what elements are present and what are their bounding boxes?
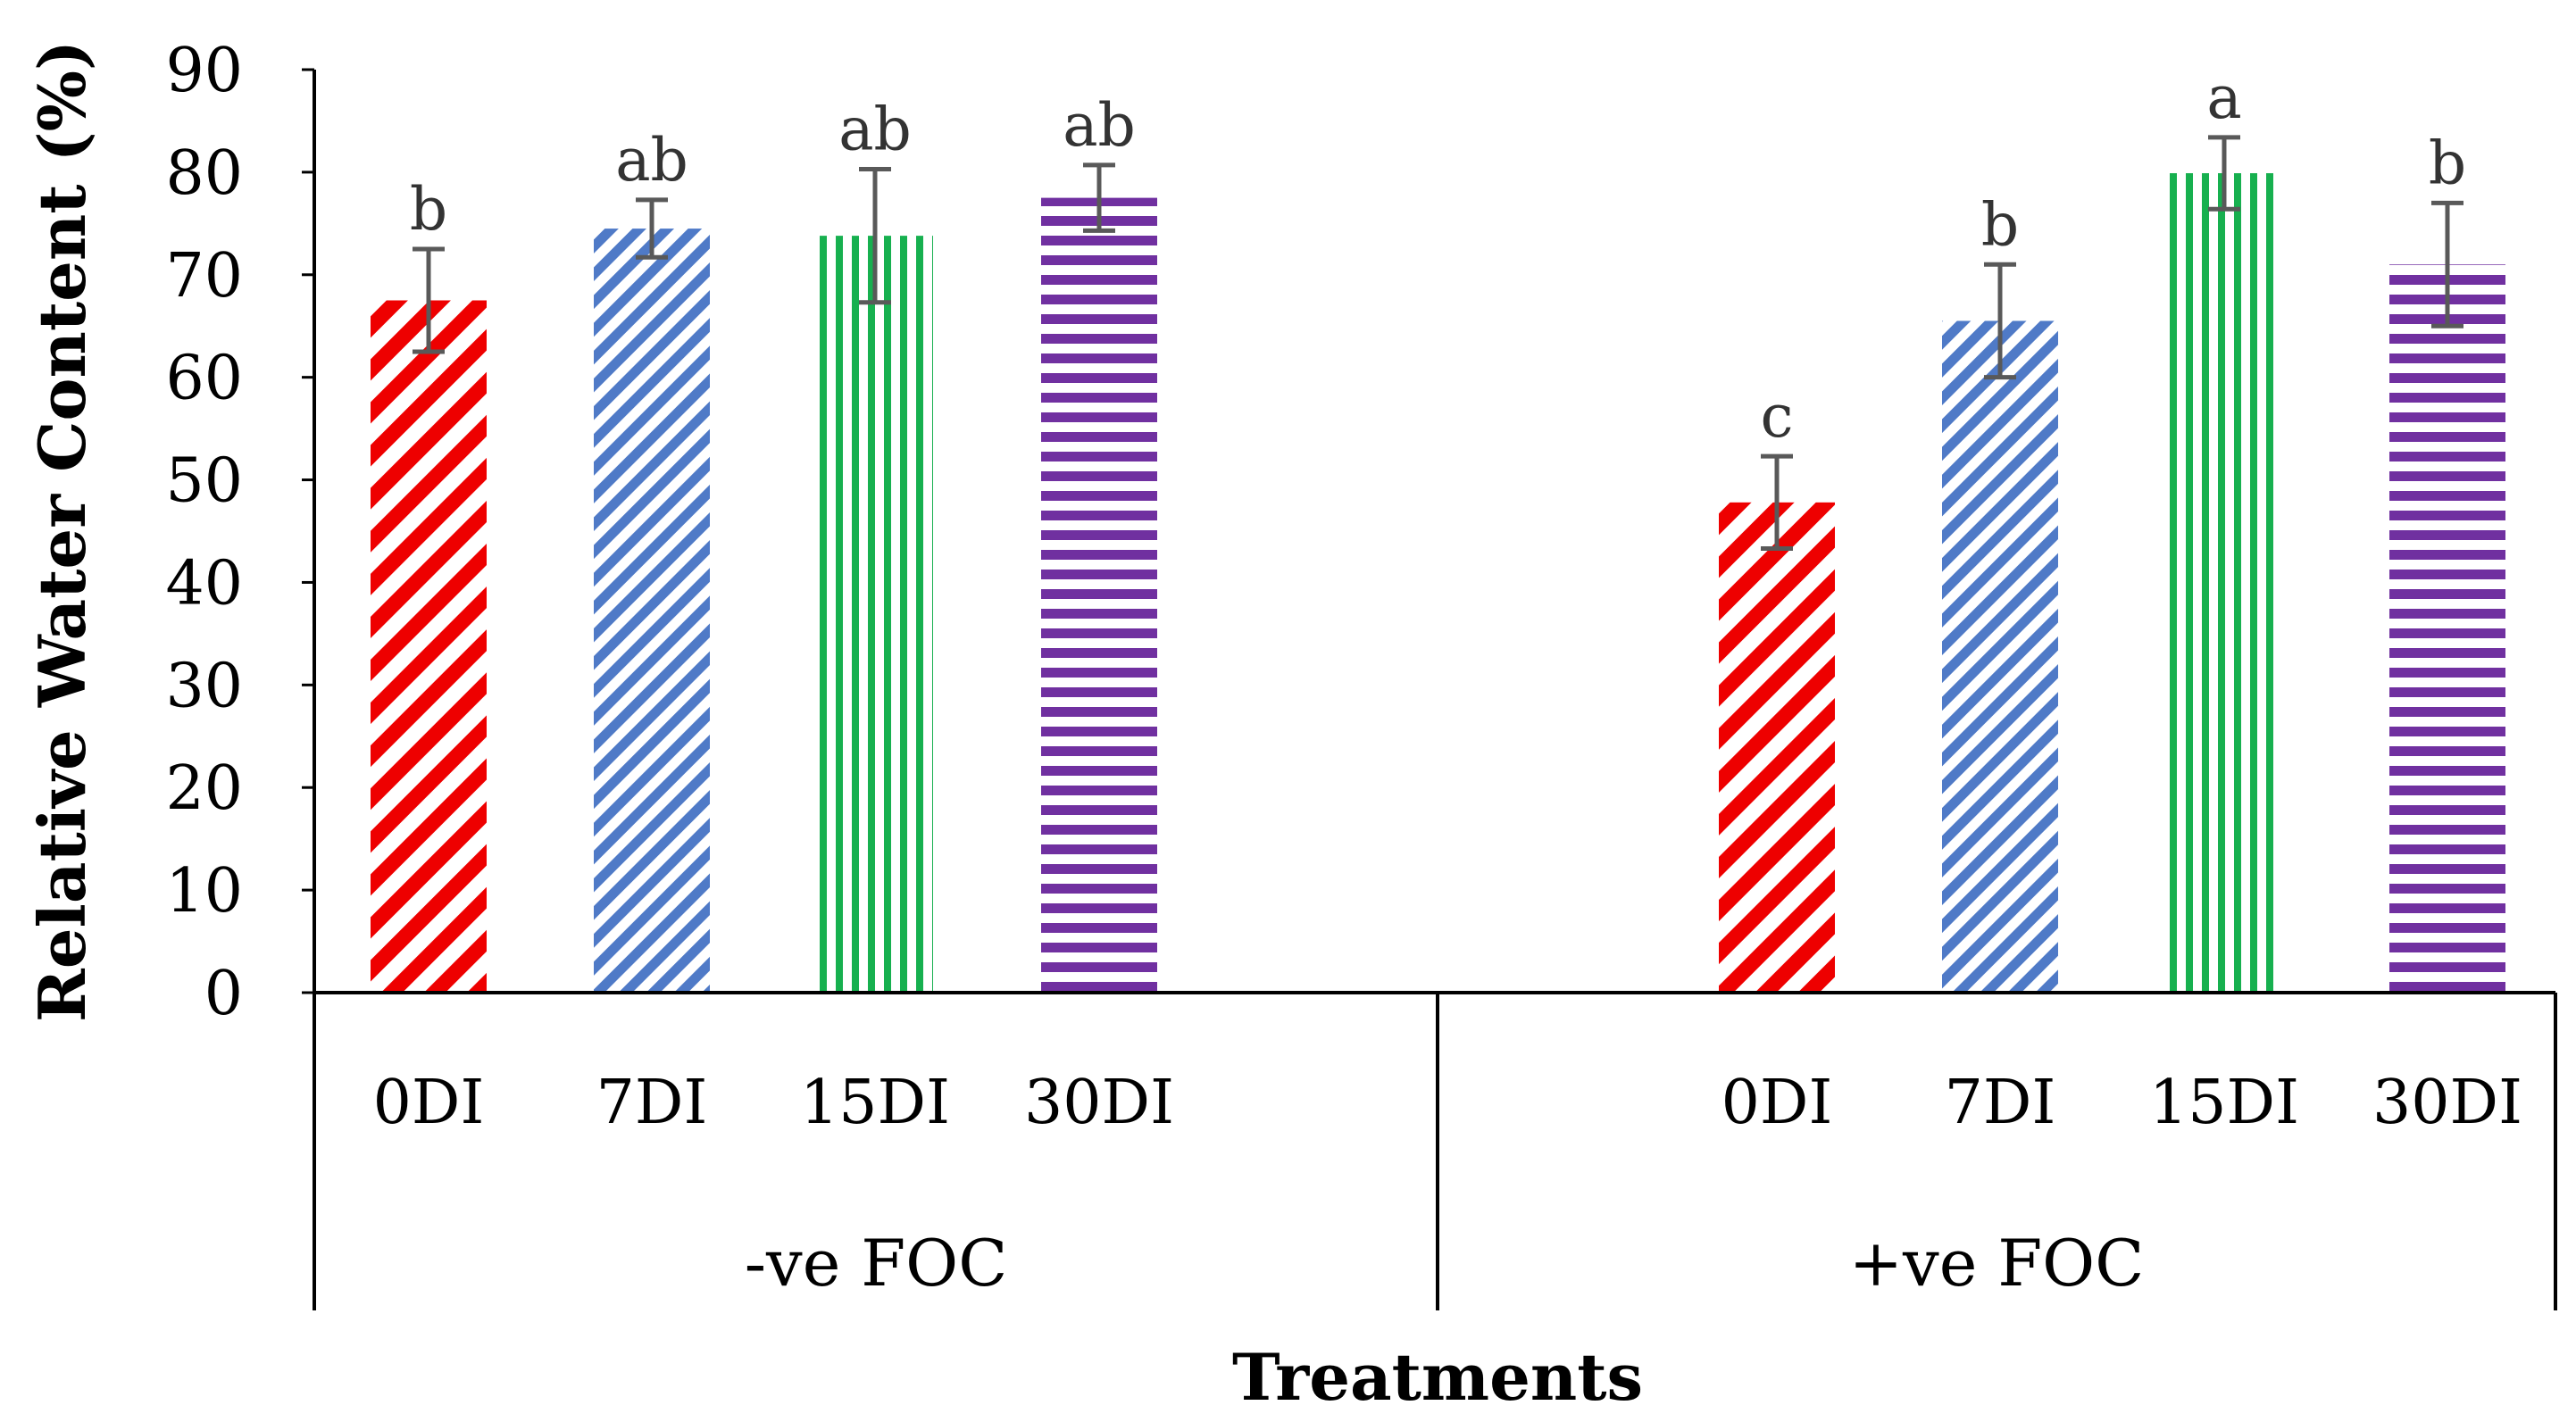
- x-tick-label: 15DI: [800, 1068, 950, 1138]
- bar-0di-g1: [371, 300, 487, 993]
- x-tick-label: 30DI: [1024, 1068, 1174, 1138]
- significance-letter: a: [2206, 63, 2241, 132]
- bars-layer: [371, 173, 2505, 994]
- bar-7di-g1: [594, 229, 710, 994]
- y-tick-label: 30: [165, 651, 243, 721]
- x-tick-label: 15DI: [2149, 1068, 2299, 1138]
- x-tick-label: 0DI: [1722, 1068, 1833, 1138]
- error-bar: [859, 166, 891, 305]
- bar-0di-g2: [1719, 502, 1835, 993]
- x-tick-label: 30DI: [2372, 1068, 2522, 1138]
- y-tick-label: 40: [165, 548, 243, 619]
- significance-letter: ab: [838, 95, 912, 163]
- error-bar: [636, 197, 668, 260]
- bar-30di-g1: [1041, 197, 1157, 994]
- significance-letter: ab: [1063, 91, 1136, 160]
- bar-30di-g2: [2389, 264, 2505, 993]
- x-tick-label: 7DI: [596, 1068, 708, 1138]
- x-tick-label: 0DI: [373, 1068, 485, 1138]
- y-tick-label: 20: [165, 753, 243, 824]
- y-tick-label: 0: [204, 959, 243, 1029]
- bar-7di-g2: [1942, 320, 2058, 993]
- x-axis-title: Treatments: [1232, 1339, 1643, 1415]
- y-tick-label: 10: [165, 856, 243, 927]
- y-tick-label: 90: [165, 36, 243, 106]
- bar-15di-g1: [817, 236, 933, 993]
- significance-letter: b: [410, 175, 447, 244]
- significance-letter: c: [1761, 382, 1794, 451]
- significance-letter: b: [2429, 129, 2466, 197]
- error-bar: [1083, 162, 1115, 233]
- significance-letter: b: [1981, 190, 2019, 259]
- axes-layer: [302, 68, 2557, 1310]
- significance-letter: ab: [615, 126, 688, 195]
- error-bar: [1984, 262, 2016, 380]
- y-tick-label: 50: [165, 446, 243, 517]
- y-tick-label: 60: [165, 344, 243, 414]
- group-label: +ve FOC: [1849, 1226, 2145, 1301]
- y-tick-label: 80: [165, 138, 243, 209]
- group-label: -ve FOC: [745, 1226, 1008, 1301]
- x-tick-label: 7DI: [1945, 1068, 2056, 1138]
- y-tick-label: 70: [165, 241, 243, 312]
- error-bar: [1761, 453, 1793, 552]
- labels-layer: 0DI 7DI 15DI 30DI 0DI 7DI 15DI 30DI 0 10 20 30 40 50 6…: [24, 36, 2522, 1415]
- error-bar: [2431, 200, 2463, 328]
- error-bar: [413, 246, 445, 354]
- error-bar: [2208, 135, 2240, 212]
- error-bars-layer: [413, 135, 2463, 552]
- y-axis-title: Relative Water Content (%): [24, 40, 100, 1022]
- bar-15di-g2: [2166, 173, 2282, 993]
